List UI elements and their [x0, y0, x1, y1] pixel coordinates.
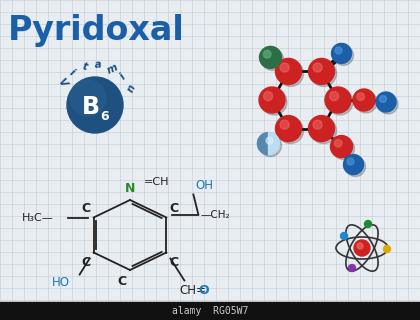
Text: t: t: [81, 61, 88, 72]
Circle shape: [313, 120, 322, 129]
Circle shape: [260, 46, 281, 68]
Circle shape: [280, 63, 289, 72]
Text: CH=: CH=: [179, 284, 206, 297]
Text: =CH: =CH: [144, 177, 170, 187]
Text: C: C: [169, 202, 178, 214]
Circle shape: [353, 89, 375, 111]
Circle shape: [376, 92, 396, 112]
Circle shape: [333, 138, 354, 160]
Circle shape: [349, 265, 355, 271]
Circle shape: [70, 80, 106, 116]
Circle shape: [344, 155, 363, 175]
Text: N: N: [125, 182, 135, 195]
Text: H₃C—: H₃C—: [22, 212, 54, 222]
Circle shape: [357, 93, 365, 100]
Circle shape: [310, 60, 336, 86]
Text: OH: OH: [195, 179, 213, 191]
Circle shape: [278, 117, 304, 144]
Text: C: C: [169, 255, 178, 268]
Circle shape: [309, 116, 334, 141]
Text: Pyridoxal: Pyridoxal: [8, 13, 185, 46]
Text: C: C: [81, 255, 91, 268]
Text: m: m: [105, 62, 119, 76]
Text: 6: 6: [101, 109, 109, 123]
Circle shape: [276, 59, 302, 84]
Circle shape: [380, 95, 386, 102]
Circle shape: [261, 89, 287, 115]
Circle shape: [309, 59, 334, 84]
Circle shape: [257, 132, 279, 155]
Text: C: C: [117, 275, 126, 288]
Circle shape: [325, 87, 351, 113]
Text: alamy  RG05W7: alamy RG05W7: [172, 306, 248, 316]
Circle shape: [264, 92, 273, 101]
Circle shape: [259, 87, 285, 113]
Circle shape: [276, 116, 302, 141]
Circle shape: [378, 94, 398, 114]
Text: B: B: [82, 95, 100, 119]
Circle shape: [365, 220, 372, 228]
Circle shape: [347, 158, 354, 165]
Text: i: i: [68, 67, 76, 77]
Circle shape: [354, 240, 370, 256]
Circle shape: [341, 233, 347, 239]
Circle shape: [330, 92, 339, 101]
Circle shape: [263, 50, 271, 58]
Circle shape: [278, 60, 304, 86]
Circle shape: [346, 156, 365, 177]
Circle shape: [357, 243, 363, 249]
Circle shape: [334, 140, 342, 147]
Circle shape: [331, 44, 352, 63]
Text: —CH₂: —CH₂: [200, 210, 230, 220]
Circle shape: [266, 137, 273, 144]
Text: a: a: [94, 60, 102, 70]
Text: HO: HO: [52, 276, 70, 290]
Circle shape: [355, 91, 377, 113]
Text: i: i: [118, 72, 128, 82]
Circle shape: [383, 245, 391, 252]
Text: n: n: [125, 83, 137, 93]
Circle shape: [335, 47, 342, 54]
Circle shape: [331, 136, 352, 157]
Wedge shape: [268, 132, 279, 155]
Text: C: C: [81, 202, 91, 214]
Circle shape: [333, 45, 354, 65]
Circle shape: [280, 120, 289, 129]
Circle shape: [67, 77, 123, 133]
Circle shape: [327, 89, 353, 115]
Circle shape: [313, 63, 322, 72]
Wedge shape: [257, 132, 268, 155]
Bar: [0, 302, 420, 320]
Text: O: O: [198, 284, 209, 297]
Text: V: V: [56, 76, 68, 88]
Circle shape: [260, 135, 281, 156]
Circle shape: [262, 48, 284, 70]
Circle shape: [310, 117, 336, 144]
